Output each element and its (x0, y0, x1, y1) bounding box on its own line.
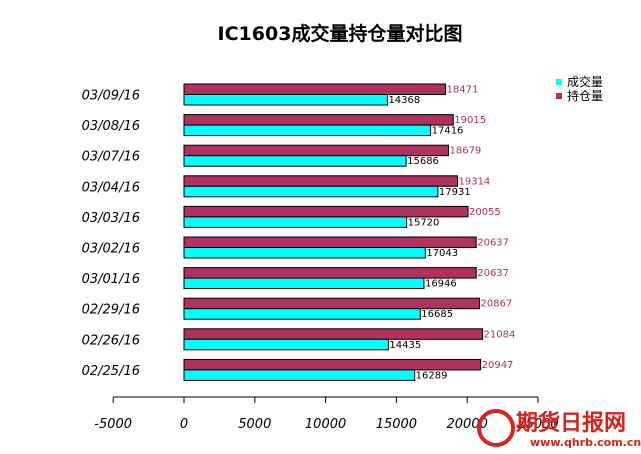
category-label: 02/25/16 (82, 364, 140, 379)
data-label-open-interest: 20637 (477, 238, 509, 249)
bar-open-interest (183, 297, 480, 310)
bar-open-interest (183, 83, 447, 95)
legend: 成交量持仓量 (556, 74, 603, 103)
data-label-volume: 16289 (416, 370, 448, 381)
bar-volume (183, 247, 426, 259)
data-label-volume: 14435 (389, 340, 421, 351)
data-label-volume: 17043 (426, 248, 458, 259)
x-tick-label: 25000 (517, 417, 558, 432)
data-label-open-interest: 20867 (480, 299, 512, 310)
bar-open-interest (183, 175, 458, 187)
bar-volume (183, 155, 407, 167)
data-label-open-interest: 18679 (449, 146, 481, 157)
x-tick-label: 10000 (305, 417, 346, 432)
bar-volume (183, 185, 439, 198)
category-label: 03/03/16 (82, 211, 140, 226)
legend-label: 持仓量 (567, 88, 603, 103)
bar-open-interest (183, 205, 469, 218)
bar-open-interest (183, 267, 477, 279)
data-label-open-interest: 20055 (469, 207, 501, 218)
data-label-open-interest: 19015 (454, 115, 486, 126)
category-label: 03/01/16 (82, 272, 140, 287)
bar-volume (183, 338, 389, 351)
category-label: 03/09/16 (82, 89, 140, 104)
watermark-name: 期货日报网 (516, 410, 626, 436)
bar-volume (183, 369, 416, 381)
category-label: 02/26/16 (82, 333, 140, 348)
legend-swatch (556, 93, 562, 99)
data-label-volume: 16685 (421, 309, 453, 320)
watermark: 期货日报网 www.qhrb.com.cn (477, 409, 641, 449)
bar-open-interest (183, 328, 484, 340)
y-axis-labels: 03/09/16 03/08/16 03/07/16 03/04/16 03/03/16… (82, 89, 140, 379)
x-tick-label: 5000 (238, 417, 271, 432)
category-label: 02/29/16 (82, 303, 140, 318)
category-label: 03/07/16 (82, 150, 140, 165)
data-label-open-interest: 19314 (458, 176, 490, 187)
bar-volume (183, 308, 421, 320)
bar-volume (183, 94, 388, 106)
data-label-volume: 17931 (439, 187, 471, 198)
legend-label: 成交量 (567, 74, 603, 89)
bar-open-interest (183, 358, 482, 371)
data-label-volume: 17416 (432, 126, 464, 137)
bar-open-interest (183, 114, 454, 126)
x-tick-label: 0 (180, 417, 188, 432)
data-label-open-interest: 18471 (447, 85, 479, 96)
category-label: 03/02/16 (82, 242, 140, 257)
bar-open-interest (183, 144, 449, 157)
x-tick-label: -5000 (94, 417, 132, 432)
x-axis: -5000 0 5000 10000 15000 20000 25000 (94, 396, 559, 432)
chart-title: IC1603成交量持仓量对比图 (218, 22, 463, 45)
data-label-volume: 15720 (408, 217, 440, 228)
data-label-volume: 16946 (425, 279, 457, 290)
data-label-volume: 14368 (388, 95, 420, 106)
data-label-open-interest: 20637 (477, 268, 509, 279)
category-label: 03/04/16 (82, 180, 140, 195)
data-label-open-interest: 21084 (484, 329, 516, 340)
data-label-open-interest: 20947 (482, 360, 514, 371)
x-tick-label: 15000 (376, 417, 417, 432)
watermark-url: www.qhrb.com.cn (530, 436, 641, 449)
bar-volume (183, 277, 425, 290)
bar-open-interest (183, 236, 477, 248)
category-label: 03/08/16 (82, 119, 140, 134)
legend-swatch (556, 79, 562, 85)
watermark-logo-icon (477, 409, 515, 447)
data-label-volume: 15686 (407, 156, 439, 167)
bar-volume (183, 124, 432, 137)
bar-volume (183, 216, 408, 228)
